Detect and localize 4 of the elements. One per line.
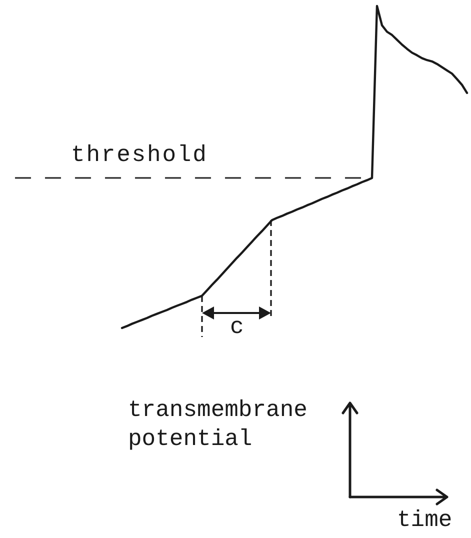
annotation: c [230, 313, 244, 342]
text: transmembrane potential [128, 396, 308, 454]
ref-line-label: threshold [71, 142, 208, 168]
text: time [397, 506, 452, 535]
